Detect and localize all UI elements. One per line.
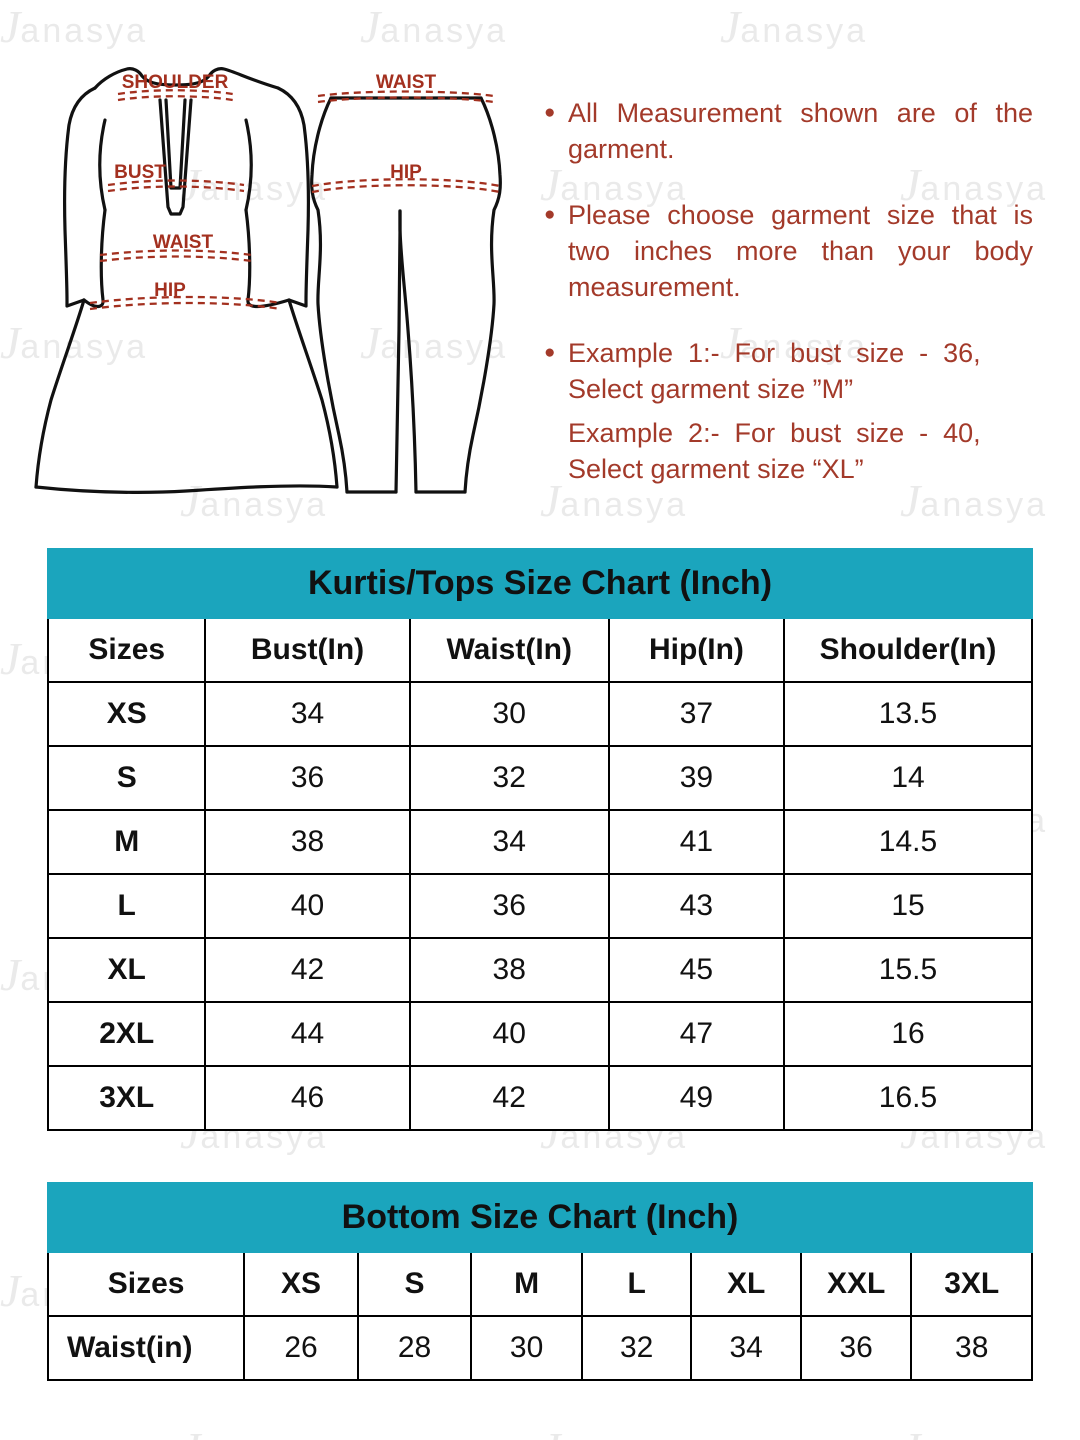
svg-text:HIP: HIP — [154, 280, 186, 301]
svg-text:BUST: BUST — [114, 162, 166, 183]
svg-text:HIP: HIP — [390, 162, 422, 183]
svg-text:WAIST: WAIST — [376, 72, 437, 93]
svg-text:WAIST: WAIST — [153, 232, 214, 253]
svg-text:SHOULDER: SHOULDER — [122, 72, 229, 93]
